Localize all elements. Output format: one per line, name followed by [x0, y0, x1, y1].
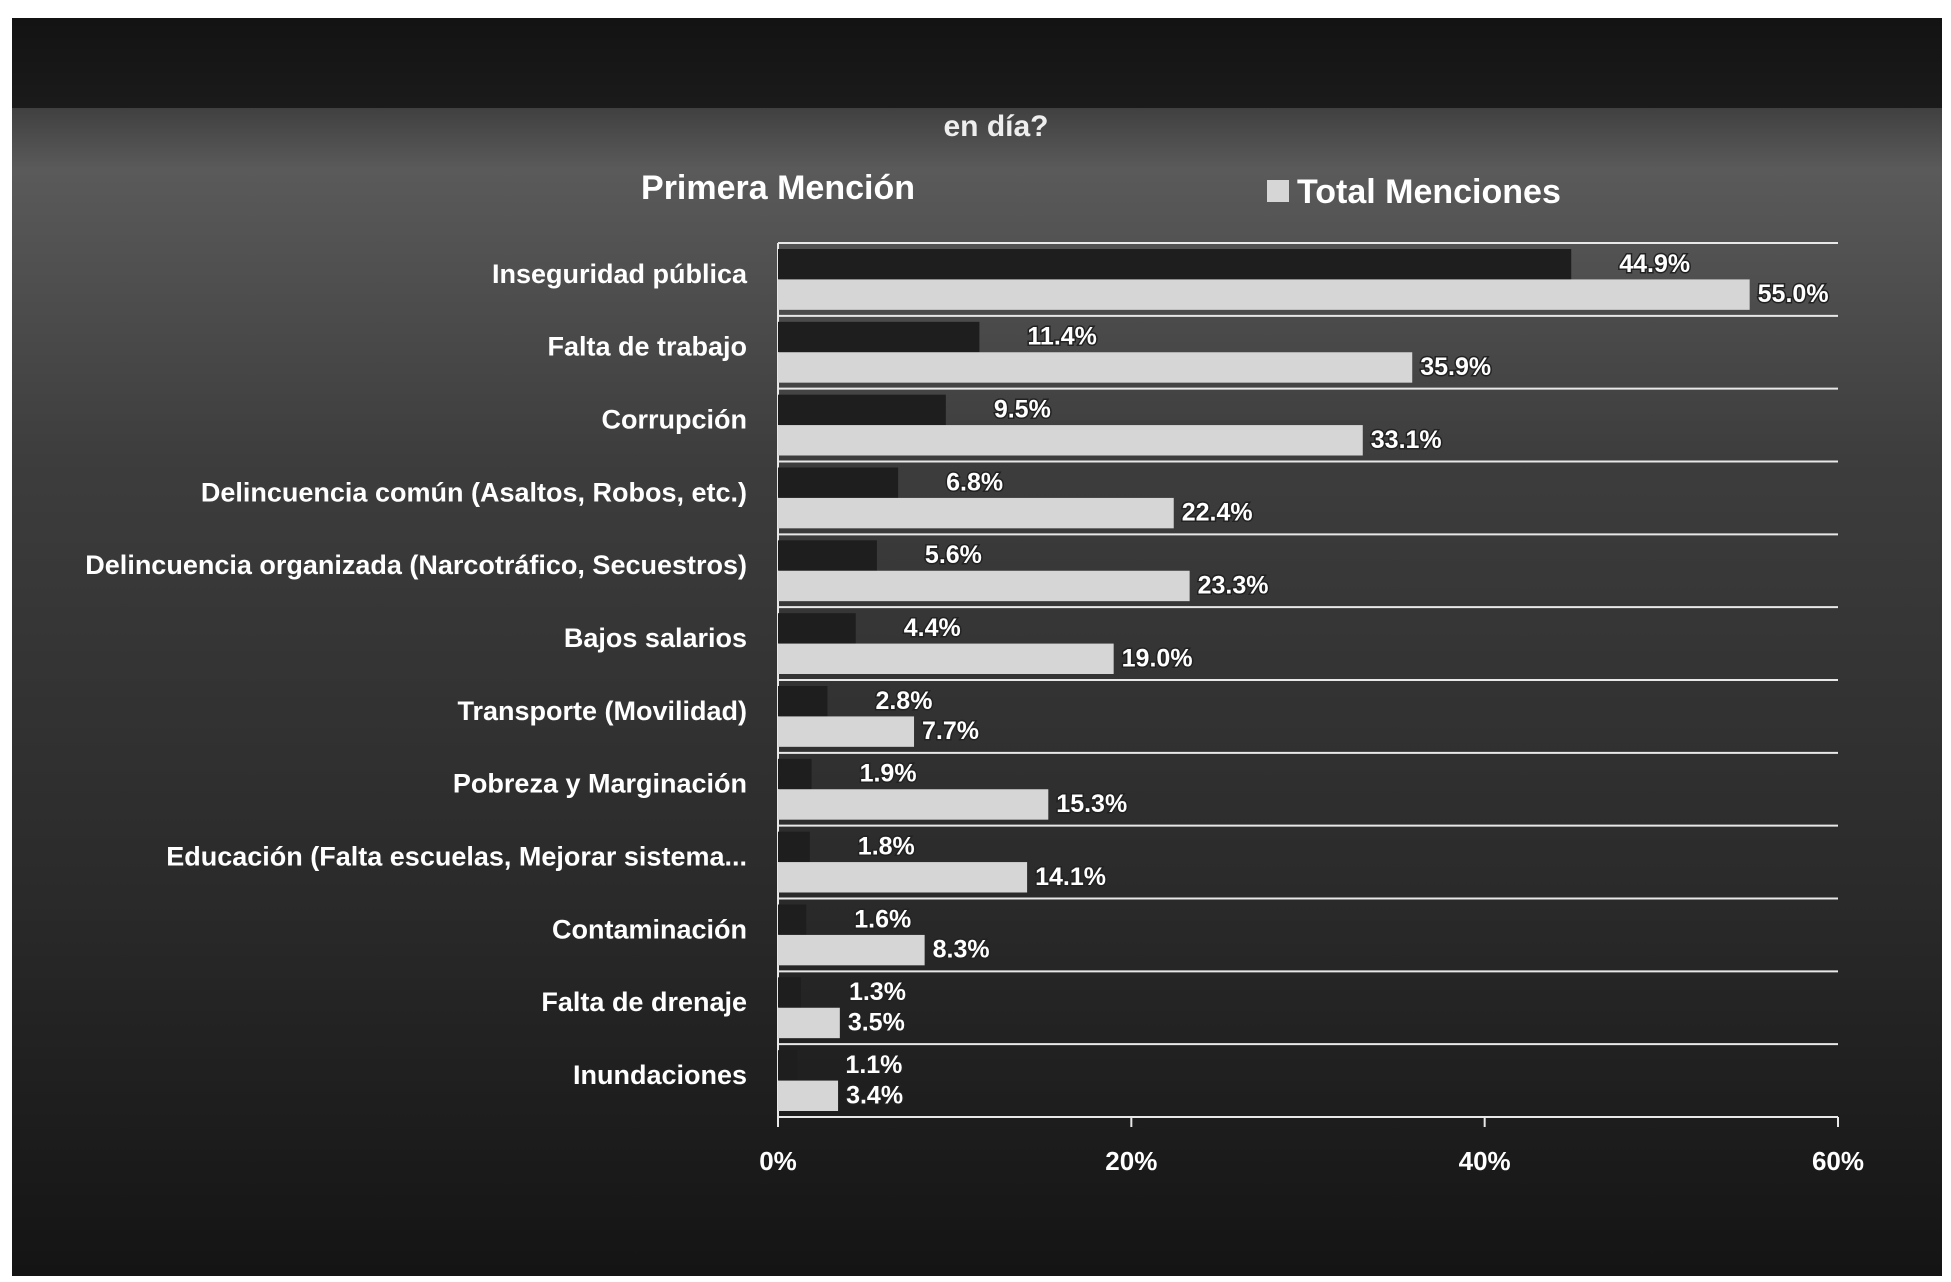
- x-tick-label: 40%: [1459, 1146, 1511, 1176]
- value-label: 44.9%: [1619, 250, 1690, 278]
- bar: [778, 789, 1049, 820]
- title-band: [12, 18, 1942, 108]
- category-label: Falta de drenaje: [541, 987, 747, 1017]
- category-label: Delincuencia organizada (Narcotráfico, S…: [85, 550, 747, 580]
- legend-label: Primera Mención: [641, 169, 915, 207]
- value-label: 35.9%: [1420, 353, 1491, 381]
- bar: [778, 613, 856, 644]
- bar: [778, 1080, 839, 1111]
- bar: [778, 643, 1114, 674]
- bar: [778, 934, 925, 966]
- bar: [778, 904, 807, 935]
- value-label: 23.3%: [1198, 572, 1269, 600]
- x-tick-label: 20%: [1105, 1146, 1157, 1176]
- bar: [778, 686, 828, 717]
- x-tick-label: 0%: [759, 1146, 797, 1176]
- value-label: 19.0%: [1122, 644, 1193, 672]
- category-label: Inseguridad pública: [492, 259, 748, 289]
- bar: [778, 249, 1572, 280]
- x-tick-label: 60%: [1812, 1146, 1864, 1176]
- category-label: Delincuencia común (Asaltos, Robos, etc.…: [201, 477, 747, 507]
- bar: [778, 394, 946, 426]
- value-label: 14.1%: [1035, 863, 1106, 891]
- value-label: 15.3%: [1056, 790, 1127, 818]
- category-label: Corrupción: [602, 405, 748, 435]
- bar: [778, 352, 1413, 383]
- value-label: 5.6%: [925, 541, 982, 569]
- bar: [778, 279, 1750, 310]
- category-label: Inundaciones: [573, 1060, 747, 1090]
- category-label: Pobreza y Marginación: [453, 769, 747, 799]
- value-label: 6.8%: [946, 468, 1003, 496]
- bar: [778, 425, 1363, 456]
- bar: [778, 1050, 798, 1081]
- category-label: Bajos salarios: [564, 623, 747, 653]
- value-label: 1.6%: [854, 905, 911, 933]
- value-label: 22.4%: [1182, 499, 1253, 527]
- value-label: 33.1%: [1371, 426, 1442, 454]
- bar: [778, 716, 915, 747]
- value-label: 2.8%: [875, 687, 932, 715]
- bar: [778, 977, 801, 1008]
- legend-swatch: [1267, 180, 1289, 202]
- bar: [778, 862, 1028, 893]
- value-label: 1.8%: [858, 832, 915, 860]
- bar: [778, 321, 980, 353]
- value-label: 7.7%: [922, 717, 979, 745]
- value-label: 8.3%: [933, 936, 990, 964]
- value-label: 55.0%: [1758, 280, 1829, 308]
- chart-title: en día?: [943, 110, 1048, 143]
- category-label: Educación (Falta escuelas, Mejorar siste…: [166, 842, 747, 872]
- value-label: 1.1%: [845, 1051, 902, 1079]
- value-label: 3.4%: [846, 1081, 903, 1109]
- bar: [778, 1007, 840, 1039]
- value-label: 11.4%: [1027, 323, 1097, 351]
- value-label: 1.3%: [849, 978, 906, 1006]
- value-label: 3.5%: [848, 1009, 905, 1037]
- bar: [778, 831, 810, 863]
- value-label: 1.9%: [860, 760, 917, 788]
- bar: [778, 570, 1190, 602]
- bar: [778, 467, 899, 498]
- category-label: Contaminación: [552, 914, 747, 944]
- bar: [778, 758, 812, 790]
- category-label: Falta de trabajo: [547, 332, 747, 362]
- category-label: Transporte (Movilidad): [457, 696, 747, 726]
- bar: [778, 497, 1174, 529]
- legend-label: Total Menciones: [1297, 173, 1561, 211]
- value-label: 9.5%: [994, 395, 1051, 423]
- bar: [778, 540, 877, 571]
- value-label: 4.4%: [904, 614, 961, 642]
